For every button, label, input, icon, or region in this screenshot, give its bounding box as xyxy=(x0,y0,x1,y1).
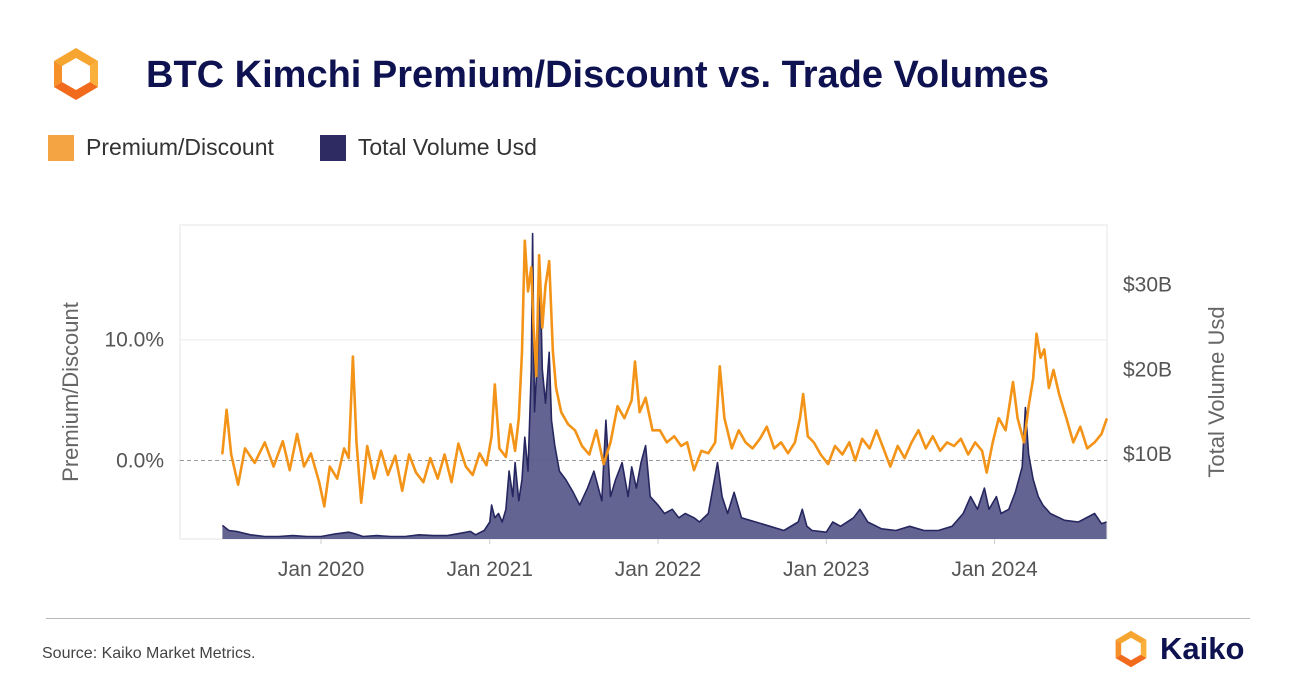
y-right-tick-label: $20B xyxy=(1123,358,1172,381)
legend-item-premium[interactable]: Premium/Discount xyxy=(48,134,274,161)
brand-name: Kaiko xyxy=(1160,631,1245,666)
axis-layer: 0.0% 10.0% $10B $20B $30B Jan 2020 Jan 2021 Jan… xyxy=(58,273,1229,581)
x-tick-label: Jan 2020 xyxy=(278,558,364,581)
x-tick-label: Jan 2023 xyxy=(783,558,869,581)
kaiko-brand[interactable]: Kaiko xyxy=(1110,628,1244,670)
premium-line xyxy=(221,239,1108,508)
x-tick-label: Jan 2024 xyxy=(951,558,1038,581)
premium-line-layer xyxy=(221,239,1108,508)
y-right-tick-label: $10B xyxy=(1123,443,1172,466)
y-left-tick-label: 0.0% xyxy=(116,450,164,473)
chart-legend: Premium/Discount Total Volume Usd xyxy=(48,134,583,161)
legend-label-volume: Total Volume Usd xyxy=(357,134,537,160)
y-left-axis-title: Premium/Discount xyxy=(58,302,83,482)
legend-swatch-premium xyxy=(48,134,74,161)
x-tick-label: Jan 2022 xyxy=(615,558,701,581)
y-right-tick-label: $30B xyxy=(1123,273,1172,296)
chart-title: BTC Kimchi Premium/Discount vs. Trade Vo… xyxy=(146,54,1050,96)
source-note: Source: Kaiko Market Metrics. xyxy=(42,645,256,662)
legend-item-volume[interactable]: Total Volume Usd xyxy=(319,134,537,161)
kaiko-brand-icon xyxy=(1115,630,1147,668)
kaiko-logo-icon xyxy=(54,48,98,100)
x-tick-label: Jan 2021 xyxy=(447,558,533,581)
volume-line xyxy=(221,232,1107,538)
footer-divider xyxy=(46,618,1250,619)
legend-swatch-volume xyxy=(319,134,346,161)
volume-area xyxy=(222,233,1107,539)
y-right-axis-title: Total Volume Usd xyxy=(1204,306,1229,477)
legend-label-premium: Premium/Discount xyxy=(86,134,274,160)
chart-canvas: 0.0% 10.0% $10B $20B $30B Jan 2020 Jan 2021 Jan… xyxy=(58,224,1229,581)
y-left-tick-label: 10.0% xyxy=(104,329,164,352)
volume-area-layer xyxy=(221,232,1107,539)
